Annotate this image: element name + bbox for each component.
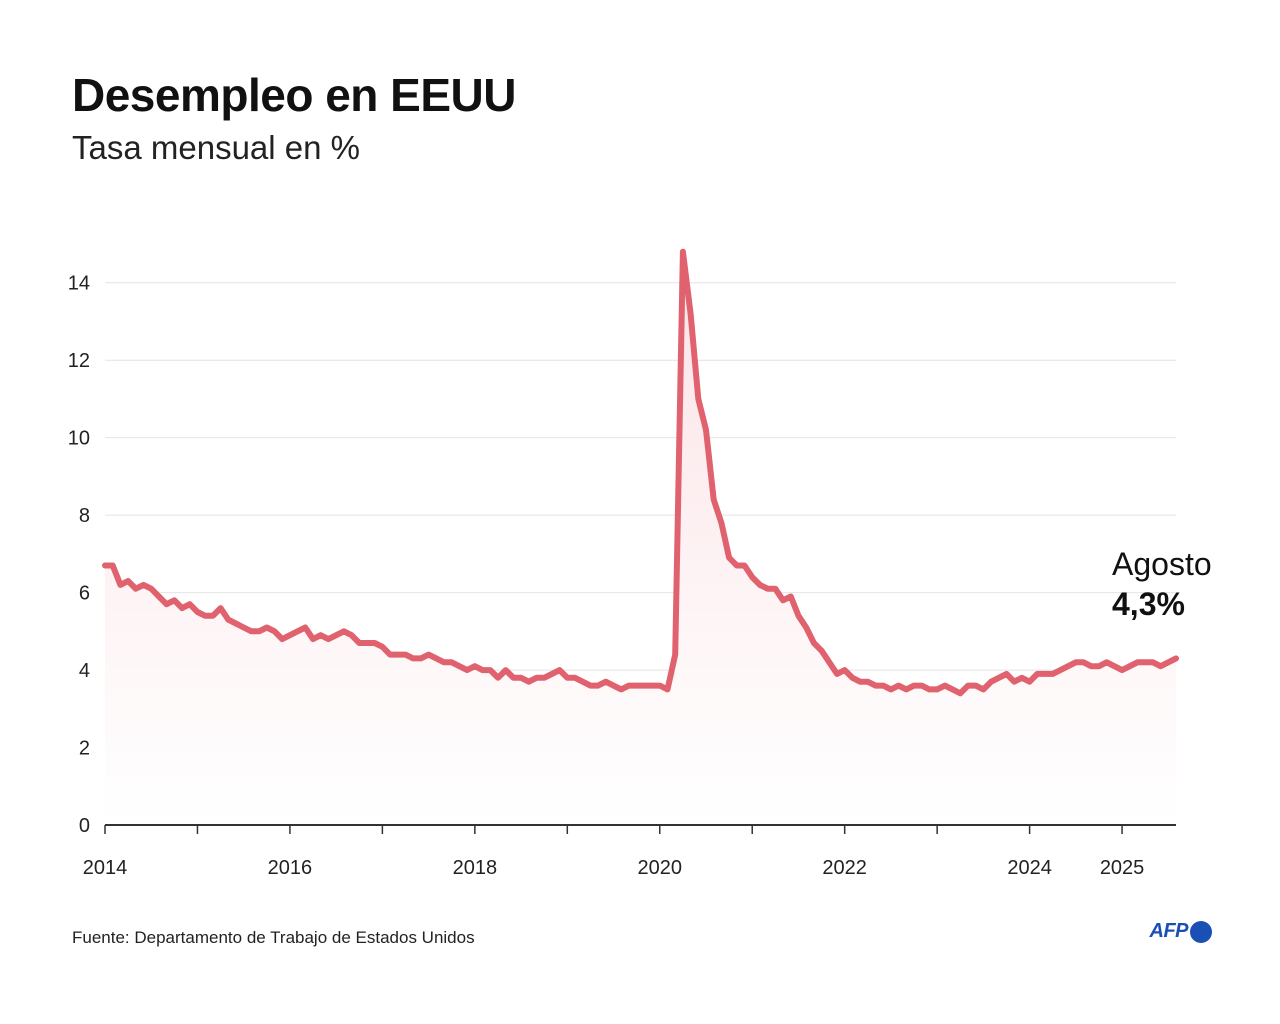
labels: 0 2 4 6 8 10 12 14 2014 2016 2018 2020 2022 2024 2025 [68, 273, 1145, 879]
x-tick-label: 2018 [453, 857, 498, 879]
afp-logo: AFP [1149, 920, 1212, 943]
y-tick-label: 12 [68, 350, 90, 372]
x-tick-label: 2024 [1007, 857, 1052, 879]
afp-logo-dot [1190, 920, 1212, 943]
chart-subtitle: Tasa mensual en % [72, 129, 360, 166]
y-tick-label: 2 [79, 738, 90, 760]
x-axis [104, 824, 1176, 834]
series-line-unemployment [102, 248, 1179, 697]
afp-logo-text: AFP [1149, 920, 1189, 942]
y-tick-label: 0 [79, 815, 90, 837]
x-tick-label: 2022 [822, 857, 867, 879]
y-tick-label: 6 [79, 583, 90, 605]
line-layer [102, 248, 1179, 697]
x-tick-label: 2016 [268, 857, 313, 879]
area-layer [105, 251, 1176, 825]
y-tick-label: 14 [68, 273, 90, 295]
annotation: Agosto 4,3% [1112, 546, 1212, 622]
x-tick-label: 2025 [1100, 857, 1145, 879]
annotation-month: Agosto [1112, 546, 1212, 582]
series-area-fill [105, 251, 1176, 825]
x-tick-label: 2014 [83, 857, 128, 879]
y-tick-label: 10 [68, 428, 90, 450]
y-tick-label: 4 [79, 660, 90, 682]
chart-title: Desempleo en EEUU [72, 69, 516, 121]
source-note: Fuente: Departamento de Trabajo de Estad… [72, 928, 475, 947]
annotation-value: 4,3% [1112, 586, 1185, 622]
y-tick-label: 8 [79, 505, 90, 527]
x-tick-label: 2020 [638, 857, 683, 879]
